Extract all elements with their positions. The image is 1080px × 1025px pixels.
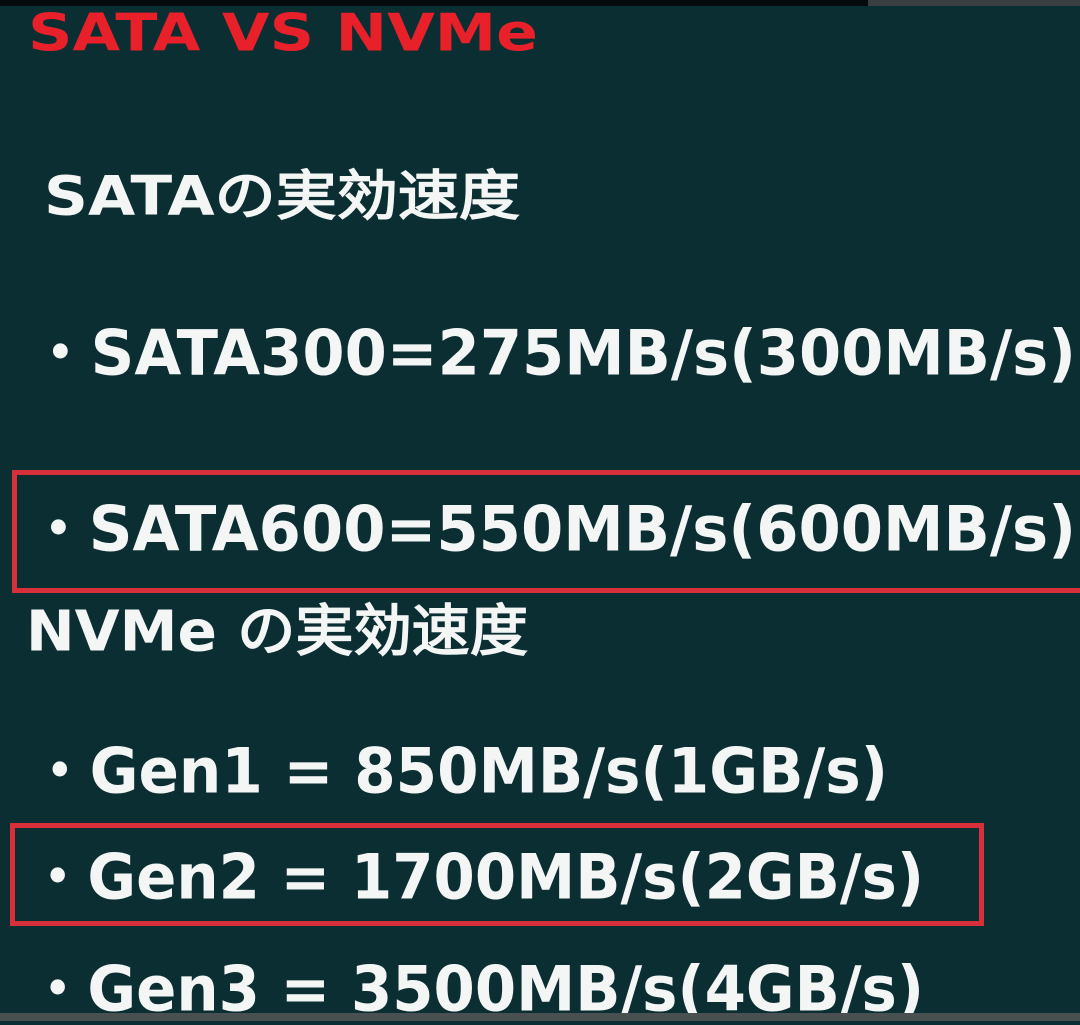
sata600-item: ・SATA600=550MB/s(600MB/s) xyxy=(28,492,1076,566)
gen2-item: ・Gen2 = 1700MB/s(2GB/s) xyxy=(28,840,924,914)
nvme-heading: NVMe の実効速度 xyxy=(26,599,528,665)
gen2-highlight-box xyxy=(10,823,984,926)
top-edge-right xyxy=(868,0,1080,6)
sata600-highlight-box xyxy=(12,470,1080,593)
slide-title: SATA VS NVMe xyxy=(28,3,538,64)
gen3-item: ・Gen3 = 3500MB/s(4GB/s) xyxy=(28,952,924,1025)
sata300-item: ・SATA300=275MB/s(300MB/s) xyxy=(30,316,1076,390)
sata-heading: SATAの実効速度 xyxy=(44,165,520,229)
gen1-item: ・Gen1 = 850MB/s(1GB/s) xyxy=(30,734,889,808)
top-edge xyxy=(0,0,868,6)
bottom-edge xyxy=(0,1013,1080,1021)
